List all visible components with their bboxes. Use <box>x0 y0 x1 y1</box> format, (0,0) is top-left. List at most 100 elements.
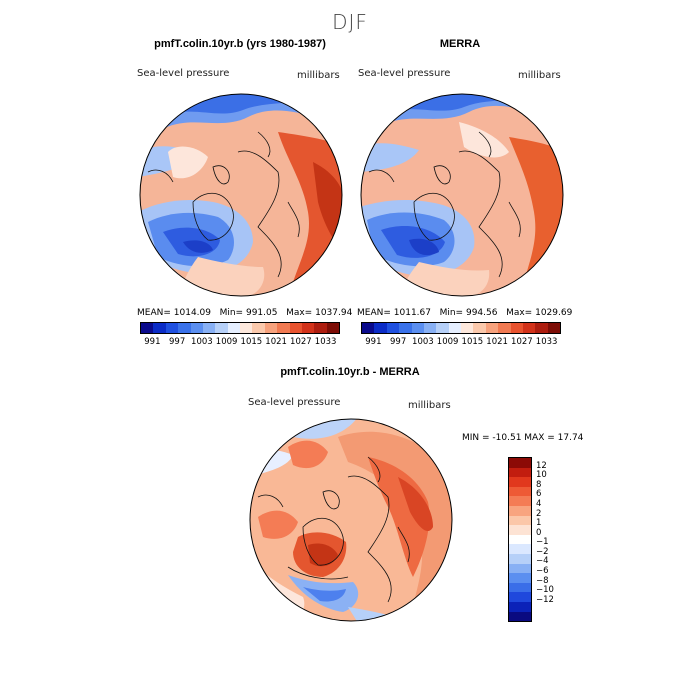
panel-3-colorbar <box>508 457 532 622</box>
panel-1-colorbar-tick-label: 991 <box>144 337 161 347</box>
panel-2-map <box>360 93 564 297</box>
panel-3-colorbar-swatch <box>509 477 531 487</box>
panel-1-colorbar-swatch <box>277 323 290 333</box>
panel-2-colorbar <box>361 322 561 334</box>
panel-1-colorbar-tick-label: 1033 <box>314 337 337 347</box>
panel-3-colorbar-tick-label: −12 <box>536 594 554 605</box>
panel-3-colorbar-swatch <box>509 505 531 516</box>
panel-2-colorbar-swatch <box>436 323 449 333</box>
panel-2-colorbar-swatch <box>547 323 560 333</box>
panel-3-colorbar-swatch <box>509 534 531 545</box>
panel-2-colorbar-swatch <box>510 323 523 333</box>
panel-3-units: millibars <box>408 400 451 411</box>
panel-2-colorbar-swatch <box>386 323 400 333</box>
panel-1-colorbar-swatch <box>141 323 154 333</box>
panel-2-units: millibars <box>518 70 561 81</box>
panel-1-colorbar-swatch <box>165 323 179 333</box>
panel-1-colorbar-swatch <box>252 323 265 333</box>
panel-3-colorbar-tick-label: −6 <box>536 566 549 577</box>
panel-2-colorbar-tick-label: 1009 <box>436 337 459 347</box>
panel-2-colorbar-swatch <box>461 323 474 333</box>
panel-3-colorbar-tick-label: 1 <box>536 518 542 529</box>
panel-2-stats: MEAN= 1011.67 Min= 994.56 Max= 1029.69 <box>357 308 573 318</box>
panel-3-colorbar-tick-label: −4 <box>536 556 549 567</box>
panel-1-colorbar-swatch <box>190 323 203 333</box>
panel-3-colorbar-tick-label: −2 <box>536 546 549 557</box>
panel-1-map <box>139 93 343 297</box>
panel-3-colorbar-tick-label: −8 <box>536 575 549 586</box>
panel-2-colorbar-tick-label: 1021 <box>486 337 508 347</box>
panel-2-colorbar-swatch <box>535 323 548 333</box>
figure-title: DJF <box>332 10 368 34</box>
panel-1-colorbar <box>140 322 340 334</box>
panel-1-colorbar-tick-label: 1009 <box>215 337 238 347</box>
panel-2-colorbar-swatch <box>374 323 387 333</box>
panel-3-colorbar-tick-label: 2 <box>536 508 542 519</box>
panel-3-colorbar-swatch <box>509 486 531 497</box>
panel-3-colorbar-tick-label: 4 <box>536 498 542 509</box>
panel-3-variable: Sea-level pressure <box>248 397 341 408</box>
panel-3-colorbar-swatch <box>509 544 531 554</box>
panel-1-colorbar-swatch <box>314 323 327 333</box>
panel-2-variable: Sea-level pressure <box>358 68 451 79</box>
panel-2-colorbar-swatch <box>362 323 375 333</box>
panel-1-colorbar-swatch <box>326 323 339 333</box>
panel-1-colorbar-swatch <box>227 323 240 333</box>
panel-3-colorbar-swatch <box>509 515 531 526</box>
panel-3-colorbar-tick-label: 6 <box>536 489 542 500</box>
panel-1-colorbar-swatch <box>202 323 216 333</box>
panel-3-colorbar-tick-label: 10 <box>536 470 547 481</box>
panel-3-colorbar-swatch <box>509 563 531 574</box>
panel-2-colorbar-swatch <box>498 323 511 333</box>
panel-3-colorbar-swatch <box>509 467 531 478</box>
panel-1-colorbar-tick-label: 1021 <box>265 337 287 347</box>
panel-2-colorbar-tick-label: 1033 <box>535 337 558 347</box>
panel-2-colorbar-swatch <box>411 323 424 333</box>
panel-2-title: MERRA <box>439 38 481 50</box>
panel-3-colorbar-swatch <box>509 553 531 564</box>
panel-1-colorbar-swatch <box>153 323 166 333</box>
panel-2-colorbar-tick-label: 991 <box>365 337 382 347</box>
panel-2-colorbar-swatch <box>448 323 461 333</box>
panel-1-colorbar-tick-label: 997 <box>169 337 186 347</box>
panel-2-colorbar-tick-label: 1015 <box>461 337 484 347</box>
panel-3-colorbar-tick-label: −10 <box>536 585 554 596</box>
panel-2-colorbar-swatch <box>423 323 437 333</box>
panel-3-colorbar-ticks: 12 10 8 6 4 2 1 0 −1 −2 −4 −6 −8 −10 −12 <box>536 457 576 620</box>
panel-2-colorbar-tick-label: 1003 <box>412 337 434 347</box>
panel-1-colorbar-ticks: 991 997 1003 1009 1015 1021 1027 1033 <box>140 337 338 347</box>
panel-3-colorbar-tick-label: 8 <box>536 479 542 490</box>
panel-2-colorbar-swatch <box>485 323 499 333</box>
panel-1-colorbar-tick-label: 1015 <box>240 337 263 347</box>
panel-1-title: pmfT.colin.10yr.b (yrs 1980-1987) <box>154 38 326 50</box>
panel-2-colorbar-swatch <box>399 323 412 333</box>
panel-3-colorbar-swatch <box>509 525 531 535</box>
panel-3-colorbar-tick-label: 12 <box>536 460 547 471</box>
panel-2-colorbar-swatch <box>473 323 486 333</box>
panel-3-title: pmfT.colin.10yr.b - MERRA <box>280 366 420 378</box>
panel-3-colorbar-swatch <box>509 592 531 602</box>
panel-1-colorbar-swatch <box>178 323 191 333</box>
panel-2-colorbar-tick-label: 997 <box>390 337 407 347</box>
panel-2-colorbar-ticks: 991 997 1003 1009 1015 1021 1027 1033 <box>361 337 559 347</box>
panel-1-colorbar-tick-label: 1027 <box>290 337 312 347</box>
panel-1-units: millibars <box>297 70 340 81</box>
panel-1-variable: Sea-level pressure <box>137 68 230 79</box>
panel-3-colorbar-swatch <box>509 611 531 622</box>
panel-3-colorbar-tick-label: −1 <box>536 537 549 548</box>
panel-1-colorbar-tick-label: 1003 <box>191 337 213 347</box>
panel-3-colorbar-swatch <box>509 573 531 583</box>
panel-3-map <box>249 418 453 622</box>
panel-2-colorbar-swatch <box>522 323 536 333</box>
panel-3-colorbar-swatch <box>509 582 531 593</box>
panel-3-stats: MIN = -10.51 MAX = 17.74 <box>462 433 584 443</box>
panel-3-colorbar-swatch <box>509 601 531 612</box>
panel-3-colorbar-swatch <box>509 496 531 506</box>
panel-1-colorbar-swatch <box>264 323 278 333</box>
panel-1-colorbar-swatch <box>240 323 253 333</box>
panel-3-colorbar-swatch <box>509 458 531 468</box>
panel-2-colorbar-tick-label: 1027 <box>511 337 533 347</box>
panel-3-colorbar-tick-label: 0 <box>536 527 542 538</box>
panel-1-colorbar-swatch <box>215 323 228 333</box>
panel-1-stats: MEAN= 1014.09 Min= 991.05 Max= 1037.94 <box>137 308 353 318</box>
